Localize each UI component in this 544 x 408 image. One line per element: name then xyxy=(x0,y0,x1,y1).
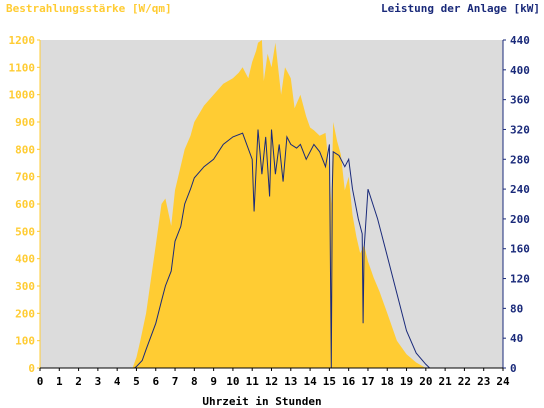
x-tick-label: 13 xyxy=(284,375,297,388)
right-tick-label: 400 xyxy=(510,64,530,77)
x-tick-label: 9 xyxy=(210,375,217,388)
bottom-ticks: 0 1 2 3 4 5 6 7 8 9 10 11 12 13 14 15 16 17 18 19 20 21 22 23 24 xyxy=(37,368,510,388)
right-tick-label: 200 xyxy=(510,213,530,226)
left-tick-label: 600 xyxy=(15,198,35,211)
irradiance-area xyxy=(40,40,503,368)
x-tick-label: 22 xyxy=(458,375,471,388)
x-tick-label: 0 xyxy=(37,375,44,388)
power-line xyxy=(40,129,503,369)
right-tick-label: 40 xyxy=(510,332,523,345)
x-tick-label: 14 xyxy=(303,375,317,388)
right-tick-label: 160 xyxy=(510,243,530,256)
right-tick-label: 80 xyxy=(510,302,523,315)
x-tick-label: 15 xyxy=(323,375,336,388)
left-tick-label: 100 xyxy=(15,335,35,348)
left-tick-label: 400 xyxy=(15,253,35,266)
x-tick-label: 2 xyxy=(75,375,82,388)
x-tick-label: 16 xyxy=(342,375,356,388)
x-tick-label: 8 xyxy=(191,375,198,388)
x-tick-label: 5 xyxy=(133,375,140,388)
left-tick-label: 1200 xyxy=(9,34,36,47)
x-tick-label: 23 xyxy=(477,375,490,388)
left-tick-label: 300 xyxy=(15,280,35,293)
x-tick-label: 17 xyxy=(361,375,374,388)
x-tick-label: 10 xyxy=(226,375,239,388)
x-tick-label: 6 xyxy=(152,375,159,388)
right-axis-title: Leistung der Anlage [kW] xyxy=(381,2,540,15)
x-tick-label: 20 xyxy=(419,375,432,388)
right-tick-label: 440 xyxy=(510,34,530,47)
right-tick-label: 280 xyxy=(510,153,530,166)
x-tick-label: 24 xyxy=(496,375,510,388)
left-tick-label: 1000 xyxy=(9,89,36,102)
x-tick-label: 7 xyxy=(172,375,179,388)
x-tick-label: 12 xyxy=(265,375,278,388)
left-tick-label: 0 xyxy=(28,362,35,375)
right-ticks: 0 40 80 120 160 200 240 280 320 360 400 440 xyxy=(503,34,530,375)
left-tick-label: 200 xyxy=(15,307,35,320)
x-tick-label: 3 xyxy=(95,375,102,388)
x-tick-label: 21 xyxy=(439,375,453,388)
left-tick-label: 700 xyxy=(15,171,35,184)
right-tick-label: 360 xyxy=(510,94,530,107)
x-tick-label: 18 xyxy=(381,375,394,388)
left-ticks: 0 100 200 300 400 500 600 700 800 900 1000 1100 1200 xyxy=(9,34,40,375)
x-tick-label: 19 xyxy=(400,375,413,388)
right-tick-label: 320 xyxy=(510,123,530,136)
left-tick-label: 800 xyxy=(15,143,35,156)
x-axis-title: Uhrzeit in Stunden xyxy=(202,395,321,408)
right-tick-label: 0 xyxy=(510,362,517,375)
left-axis-title: Bestrahlungsstärke [W/qm] xyxy=(6,2,172,15)
left-tick-label: 900 xyxy=(15,116,35,129)
x-tick-label: 4 xyxy=(114,375,121,388)
x-tick-label: 1 xyxy=(56,375,63,388)
left-tick-label: 1100 xyxy=(9,61,36,74)
left-tick-label: 500 xyxy=(15,225,35,238)
right-tick-label: 120 xyxy=(510,273,530,286)
right-tick-label: 240 xyxy=(510,183,530,196)
x-tick-label: 11 xyxy=(246,375,260,388)
